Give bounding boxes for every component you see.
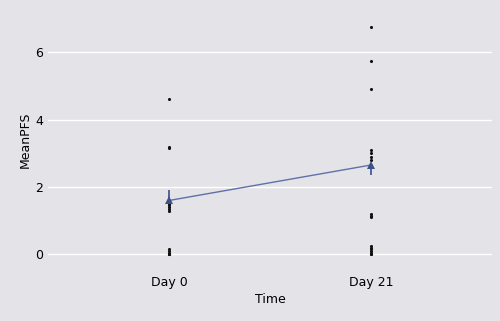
Point — [367, 252, 375, 257]
Point — [367, 157, 375, 162]
Point — [166, 252, 173, 257]
Point — [166, 250, 173, 255]
Point — [367, 250, 375, 255]
Point — [166, 146, 173, 151]
Point — [166, 247, 173, 252]
Point — [367, 248, 375, 254]
Point — [367, 215, 375, 220]
Point — [166, 252, 173, 257]
Point — [367, 247, 375, 252]
Point — [367, 211, 375, 216]
Point — [166, 208, 173, 213]
Point — [166, 144, 173, 149]
Point — [166, 248, 173, 254]
Point — [367, 154, 375, 159]
Point — [166, 203, 173, 208]
X-axis label: Time: Time — [254, 293, 286, 306]
Point — [367, 87, 375, 92]
Point — [166, 200, 173, 205]
Point — [367, 245, 375, 250]
Point — [367, 243, 375, 248]
Point — [367, 24, 375, 30]
Point — [166, 252, 173, 257]
Point — [367, 58, 375, 63]
Y-axis label: MeanPFS: MeanPFS — [18, 111, 32, 168]
Point — [367, 213, 375, 218]
Point — [367, 252, 375, 257]
Point — [166, 201, 173, 206]
Point — [367, 147, 375, 152]
Point — [166, 204, 173, 210]
Point — [166, 206, 173, 212]
Point — [367, 151, 375, 156]
Point — [166, 97, 173, 102]
